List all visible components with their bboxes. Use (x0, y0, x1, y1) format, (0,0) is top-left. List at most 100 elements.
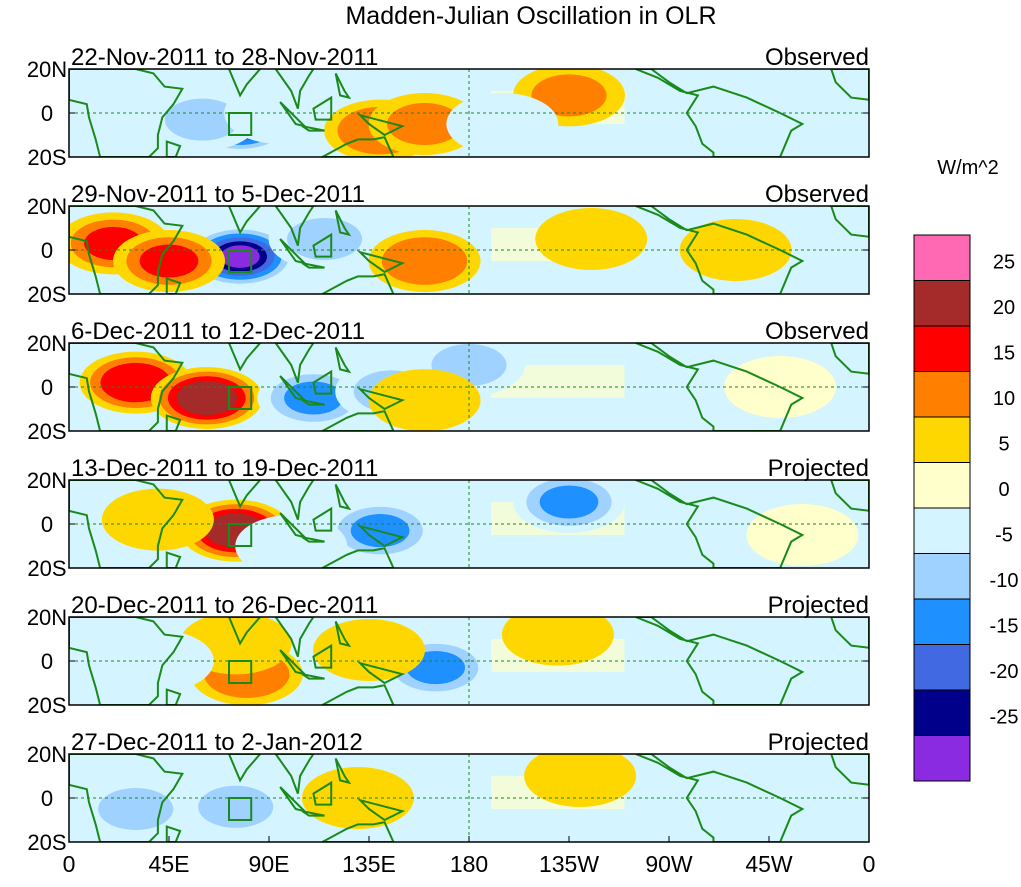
coastline (334, 757, 352, 785)
anomaly-contour (139, 244, 199, 278)
colorbar-swatch (913, 325, 971, 372)
anomaly-contour (198, 785, 274, 828)
coastline (356, 798, 406, 822)
x-tick-label: 45E (149, 851, 190, 877)
panel-date-range: 20-Dec-2011 to 26-Dec-2011 (71, 592, 378, 619)
panel-status: Projected (768, 592, 869, 619)
coastline (312, 780, 333, 806)
coastline (312, 232, 333, 258)
anomaly-contour (235, 515, 348, 568)
coastline (334, 209, 352, 237)
coastline (312, 369, 333, 395)
coastline (165, 551, 182, 568)
y-tick-label: 20N (27, 194, 67, 219)
coastline (830, 69, 869, 101)
anomaly-contour (110, 368, 161, 397)
mjo-index-box (228, 660, 253, 684)
coastline (312, 95, 333, 121)
anomaly-contour (220, 245, 260, 268)
chart-title: Madden-Julian Oscillation in OLR (345, 2, 716, 30)
mjo-index-box (228, 797, 253, 821)
map-contents (69, 343, 869, 431)
x-tick-label: 90E (249, 851, 290, 877)
coastline (69, 69, 184, 157)
colorbar-swatch (913, 416, 971, 463)
x-tick-label: 90W (645, 851, 693, 877)
panel-date-range: 22-Nov-2011 to 28-Nov-2011 (71, 44, 378, 71)
coastline (356, 524, 406, 548)
coastline (227, 69, 262, 98)
coastline (334, 346, 352, 374)
anomaly-contour (446, 93, 559, 155)
panel-status: Projected (768, 455, 869, 482)
panel-status: Projected (768, 729, 869, 756)
coastline (165, 140, 182, 157)
coastline (312, 643, 333, 669)
coastline (274, 206, 315, 246)
x-tick-label: 45W (745, 851, 793, 877)
anomaly-contour (387, 379, 463, 422)
y-tick-label: 20N (27, 468, 67, 493)
coastline (356, 661, 406, 685)
anomaly-contour (553, 218, 629, 260)
coastline (227, 206, 262, 235)
anomaly-contour (185, 385, 229, 411)
coastline (301, 810, 325, 817)
mjo-index-box (228, 386, 253, 410)
coastline (165, 688, 182, 705)
colorbar-swatch (913, 462, 971, 509)
coastline (274, 343, 315, 383)
y-tick-label: 20S (27, 282, 66, 307)
coastline (165, 825, 182, 842)
coastline (635, 343, 805, 431)
map-panel: 20N 0 20S 6-Dec-2011 to 12-Dec-2011 Observed (27, 318, 870, 444)
anomaly-contour (539, 485, 599, 519)
y-tick-label: 20N (27, 605, 67, 630)
coastline (165, 277, 182, 294)
coastline (830, 206, 869, 238)
colorbar-swatch (913, 234, 971, 281)
coastline (830, 617, 869, 649)
colorbar-label: -5 (995, 525, 1013, 547)
coastline (165, 414, 182, 431)
colorbar-swatch (913, 371, 971, 418)
panel-status: Observed (765, 181, 869, 208)
map-panels: 20N 0 20S 22-Nov-2011 to 28-Nov-2011 Observe… (27, 44, 870, 855)
coastline (301, 399, 325, 406)
map-contents (69, 206, 869, 294)
colorbar-label: -20 (990, 661, 1019, 683)
x-tick-label: 135W (539, 851, 599, 877)
coastline (301, 262, 325, 269)
colorbar-swatch (913, 280, 971, 327)
y-tick-label: 20N (27, 331, 67, 356)
coastline (830, 343, 869, 375)
y-tick-label: 20N (27, 57, 67, 82)
coastline (301, 125, 325, 132)
map-panel: 20N 0 20S 29-Nov-2011 to 5-Dec-2011 Observed (27, 181, 870, 307)
anomaly-contour (531, 74, 607, 117)
x-tick-label: 0 (63, 851, 76, 877)
coastline (356, 387, 406, 411)
colorbar-swatch (913, 644, 971, 691)
colorbar-swatch (913, 598, 971, 645)
anomaly-contour (120, 498, 196, 541)
coastline (69, 754, 184, 842)
coastline (321, 136, 395, 157)
coastline (227, 754, 262, 783)
map-panel: 20N 0 20S 27-Dec-2011 to 2-Jan-2012 Projecte… (27, 729, 870, 855)
coastline (356, 250, 406, 274)
coastline (274, 617, 315, 657)
coastline (312, 506, 333, 532)
y-tick-label: 20N (27, 742, 67, 767)
coastline (321, 821, 395, 842)
colorbar-label: 20 (993, 297, 1015, 319)
colorbar-label: 10 (993, 388, 1015, 410)
colorbar-label: -25 (990, 707, 1019, 729)
anomaly-contour (542, 755, 618, 797)
y-tick-label: 20S (27, 693, 66, 718)
colorbar: W/m^2 25 20 15 10 5 0 -5 -10 -15 -20 -25 (913, 157, 1019, 782)
map-contents (69, 480, 869, 568)
map-contents (69, 754, 869, 842)
y-tick-label: 20S (27, 556, 66, 581)
map-panel: 20N 0 20S 22-Nov-2011 to 28-Nov-2011 Observe… (27, 44, 870, 170)
